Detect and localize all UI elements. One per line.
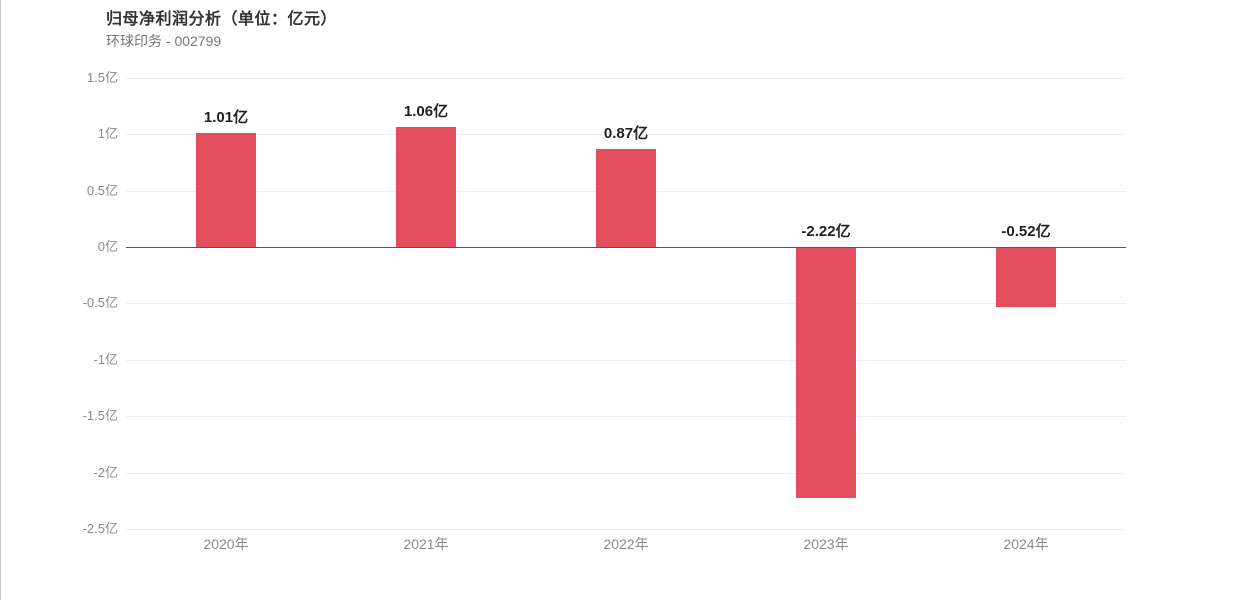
bar-2024年[interactable] <box>996 248 1056 307</box>
chart-subtitle: 环球印务 - 002799 <box>106 33 222 49</box>
y-axis-tick-label: 1.5亿 <box>86 70 118 85</box>
y-axis-tick-label: -2.5亿 <box>82 521 118 536</box>
x-axis-tick-label: 2023年 <box>803 536 849 552</box>
bar-2021年[interactable] <box>396 127 456 247</box>
bar-2023年[interactable] <box>796 248 856 498</box>
gridline <box>126 360 1126 361</box>
y-axis-tick-label: -1亿 <box>93 352 118 367</box>
bar-value-label: 1.06亿 <box>403 103 449 120</box>
y-axis-tick-label: 0亿 <box>97 239 118 254</box>
bar-value-label: 0.87亿 <box>603 125 649 142</box>
plot-area: 1.01亿 2020年 1.06亿 2021年 0.87亿 2022年 -2.22亿 2023… <box>126 0 1126 600</box>
y-axis-tick-label: -2亿 <box>93 465 118 480</box>
gridline <box>126 416 1126 417</box>
x-axis-tick-label: 2020年 <box>203 536 249 552</box>
bar-2022年[interactable] <box>596 149 656 247</box>
x-axis-tick-label: 2021年 <box>403 536 449 552</box>
gridline <box>126 473 1126 474</box>
y-axis: 1.5亿 1亿 0.5亿 0亿 -0.5亿 -1亿 -1.5亿 -2亿 -2.5亿 <box>1 0 118 600</box>
y-axis-tick-label: 1亿 <box>97 126 118 141</box>
bar-value-label: -2.22亿 <box>801 223 851 240</box>
zero-axis-line <box>126 247 1126 248</box>
y-axis-tick-label: -0.5亿 <box>82 295 118 310</box>
gridline <box>126 303 1126 304</box>
x-axis-tick-label: 2024年 <box>1003 536 1049 552</box>
y-axis-tick-label: 0.5亿 <box>86 183 118 198</box>
y-axis-tick-label: -1.5亿 <box>82 408 118 423</box>
x-axis-tick-label: 2022年 <box>603 536 649 552</box>
gridline <box>126 529 1126 530</box>
bar-value-label: -0.52亿 <box>1001 223 1051 240</box>
gridline <box>126 78 1126 79</box>
bar-2020年[interactable] <box>196 133 256 247</box>
bar-value-label: 1.01亿 <box>203 109 249 126</box>
gridline <box>126 134 1126 135</box>
chart-title: 归母净利润分析（单位：亿元） <box>106 11 338 28</box>
